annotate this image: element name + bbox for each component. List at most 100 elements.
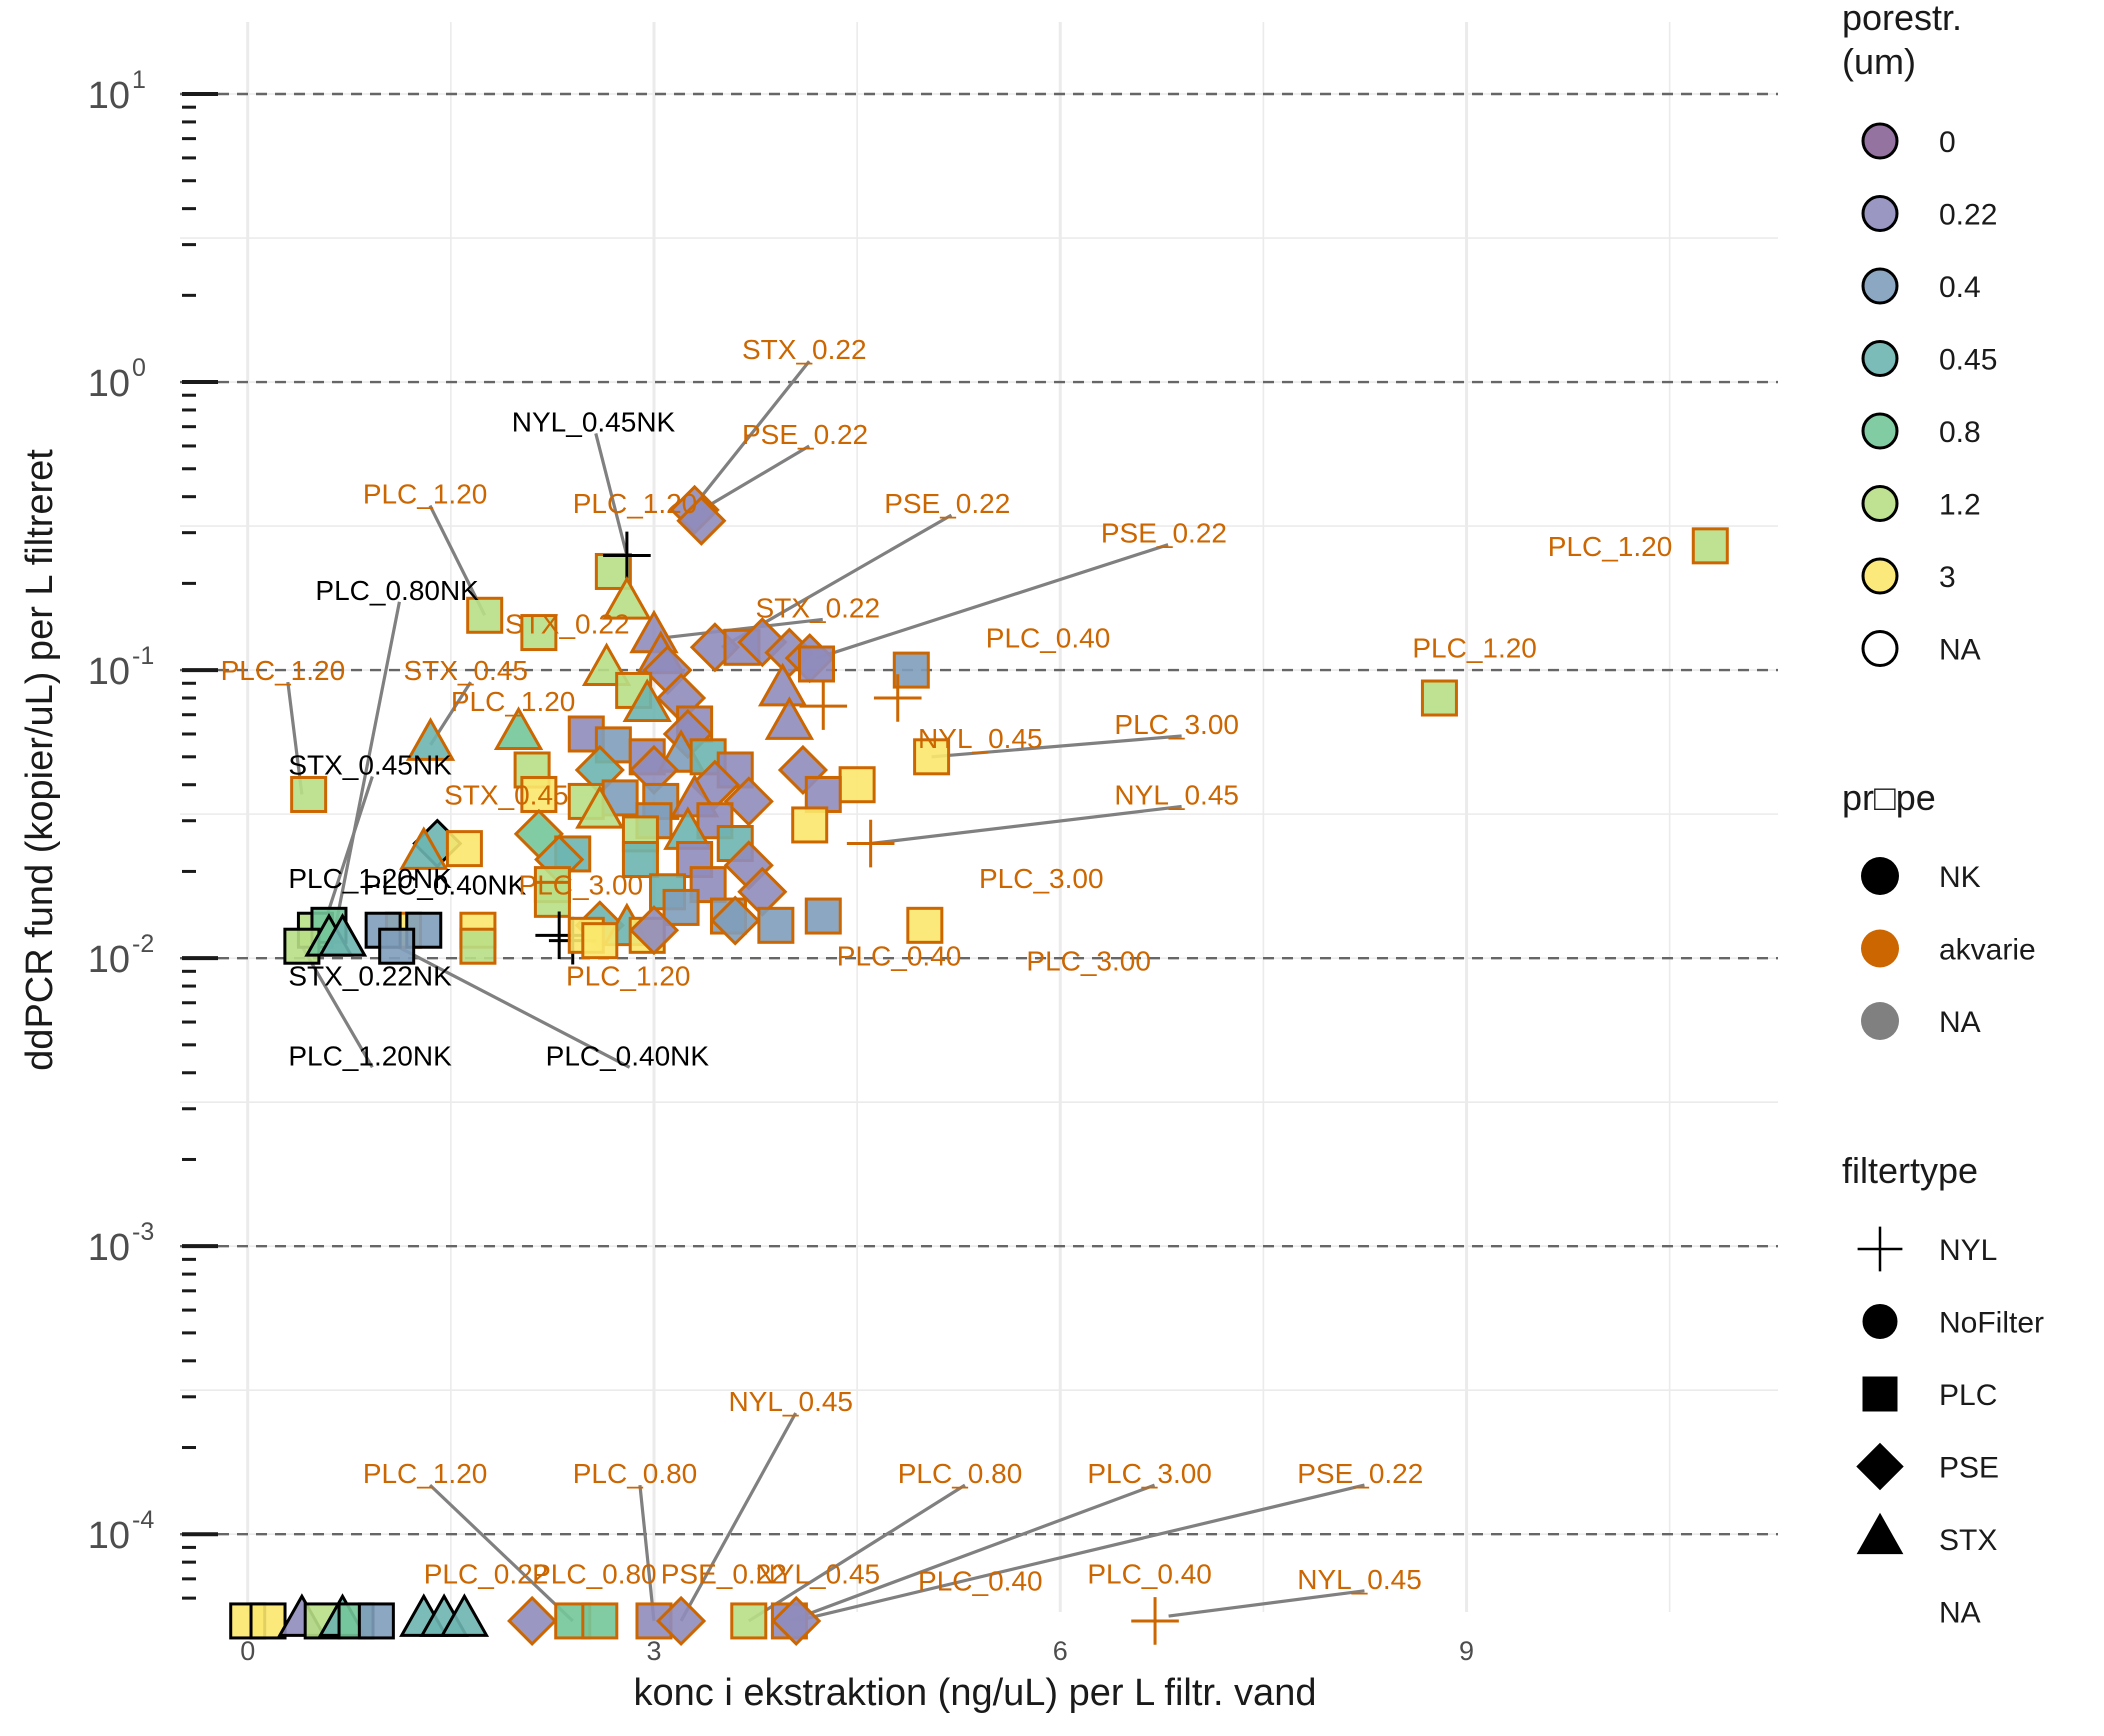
data-point bbox=[317, 912, 368, 957]
annotation-leader-lines bbox=[286, 360, 1365, 1623]
point-label: NYL_0.45 bbox=[918, 723, 1043, 754]
y-tick-exponent: -2 bbox=[132, 930, 154, 958]
data-point bbox=[764, 696, 815, 740]
data-point bbox=[378, 927, 416, 965]
leader-line bbox=[638, 1484, 656, 1622]
point-label: PLC_3.00 bbox=[979, 863, 1104, 894]
data-point bbox=[581, 922, 619, 960]
legend-porestr: porestr.(um) 0 0.22 0.4 0.45 0.8 1.2 3 NA bbox=[1842, 0, 1997, 667]
point-label: PLC_1.20 bbox=[221, 655, 346, 686]
legend-swatch bbox=[1861, 267, 1899, 305]
data-point bbox=[466, 596, 504, 634]
point-label: NYL_0.45 bbox=[1114, 779, 1239, 810]
data-point bbox=[493, 706, 544, 750]
data-point bbox=[838, 766, 876, 804]
legend-title: (um) bbox=[1842, 41, 1916, 82]
leader-line bbox=[428, 1483, 574, 1623]
y-tick-exponent: -4 bbox=[132, 1506, 154, 1534]
legend-swatch bbox=[1861, 630, 1899, 667]
legend-label: 0.22 bbox=[1939, 199, 1997, 232]
leader-line bbox=[795, 1483, 1365, 1623]
data-point bbox=[603, 531, 651, 580]
data-point bbox=[520, 614, 558, 652]
legend-label: NA bbox=[1939, 1597, 1981, 1630]
legend-swatch bbox=[1856, 1512, 1904, 1555]
data-point bbox=[804, 897, 842, 935]
legend-title: filtertype bbox=[1842, 1150, 1978, 1191]
data-point bbox=[757, 662, 808, 707]
legend-label: NK bbox=[1939, 861, 1981, 894]
point-label: NYL_0.45 bbox=[756, 1559, 881, 1590]
data-point bbox=[873, 674, 922, 722]
legend-label: NYL bbox=[1939, 1234, 1997, 1267]
leader-line bbox=[679, 1412, 798, 1622]
data-point bbox=[892, 651, 930, 689]
point-label: NYL_0.45NK bbox=[512, 406, 676, 437]
data-point bbox=[730, 1602, 768, 1640]
legend-label: akvarie bbox=[1939, 934, 2036, 967]
legend-label: 0.8 bbox=[1939, 416, 1981, 449]
data-point bbox=[622, 678, 672, 723]
y-tick-label: 10 bbox=[88, 75, 130, 117]
point-label: STX_0.45 bbox=[403, 655, 528, 686]
legend-label: NA bbox=[1939, 634, 1981, 667]
legend-swatch bbox=[1857, 1226, 1903, 1272]
data-point bbox=[723, 776, 774, 827]
point-label: PLC_1.20 bbox=[1548, 531, 1673, 562]
leader-line bbox=[334, 601, 401, 926]
point-label: PLC_0.80 bbox=[532, 1559, 657, 1590]
legend-swatch bbox=[1861, 485, 1899, 522]
point-label: PLC_3.00 bbox=[1026, 946, 1151, 977]
data-point bbox=[1131, 1597, 1179, 1645]
leader-line bbox=[700, 360, 811, 498]
point-label: STX_0.45NK bbox=[288, 750, 452, 781]
point-label: PLC_1.20 bbox=[451, 686, 576, 717]
data-point bbox=[439, 1593, 490, 1637]
data-point bbox=[445, 830, 483, 868]
point-label: PLC_1.20 bbox=[363, 479, 488, 510]
legend-swatch bbox=[1861, 122, 1899, 160]
data-point bbox=[357, 1602, 395, 1640]
point-label: PLC_3.00 bbox=[1087, 1458, 1212, 1489]
y-tick-label: 10 bbox=[88, 363, 130, 405]
leader-line bbox=[931, 734, 1182, 759]
leader-line bbox=[667, 617, 823, 639]
point-label: PLC_0.40 bbox=[1087, 1559, 1212, 1590]
data-point bbox=[1420, 679, 1458, 717]
legend-label: NA bbox=[1939, 1006, 1981, 1039]
legend-swatch bbox=[1861, 857, 1899, 895]
y-tick-label: 10 bbox=[88, 1515, 130, 1557]
point-label: STX_0.45 bbox=[444, 779, 569, 810]
point-label: PLC_0.40NK bbox=[546, 1040, 710, 1071]
leader-line bbox=[1168, 1589, 1365, 1618]
legend-prove: pr□pe NK akvarie NA bbox=[1842, 777, 2036, 1040]
leader-line bbox=[870, 804, 1182, 846]
point-label: PSE_0.22 bbox=[742, 419, 868, 450]
data-point bbox=[602, 576, 652, 620]
dashed-reference-lines bbox=[180, 92, 1778, 1536]
data-point bbox=[249, 1602, 287, 1640]
point-label: PLC_1.20 bbox=[566, 961, 691, 992]
point-label: STX_0.22 bbox=[742, 334, 867, 365]
leader-line bbox=[320, 776, 374, 931]
y-tick-exponent: -3 bbox=[132, 1218, 154, 1246]
legend-swatch bbox=[1861, 557, 1899, 595]
leader-line bbox=[286, 681, 304, 795]
point-label: PLC_1.20 bbox=[363, 1458, 488, 1489]
point-label: STX_0.22 bbox=[505, 609, 630, 640]
data-point bbox=[655, 1595, 707, 1647]
point-label: PSE_0.22 bbox=[661, 1559, 787, 1590]
data-point bbox=[662, 888, 700, 926]
leader-line bbox=[747, 1483, 966, 1623]
x-tick-label: 0 bbox=[240, 1636, 255, 1666]
legend-swatch bbox=[1862, 1304, 1898, 1339]
y-axis-title: ddPCR fund (kopier/uL) per L filtreret bbox=[19, 449, 61, 1071]
legend-label: 1.2 bbox=[1939, 489, 1981, 522]
data-point bbox=[399, 826, 449, 870]
legend-title: porestr. bbox=[1842, 0, 1962, 38]
y-tick-label: 10 bbox=[88, 939, 130, 981]
point-label: PSE_0.22 bbox=[884, 488, 1010, 519]
legend-swatch bbox=[1861, 1002, 1899, 1040]
data-point bbox=[804, 775, 842, 813]
